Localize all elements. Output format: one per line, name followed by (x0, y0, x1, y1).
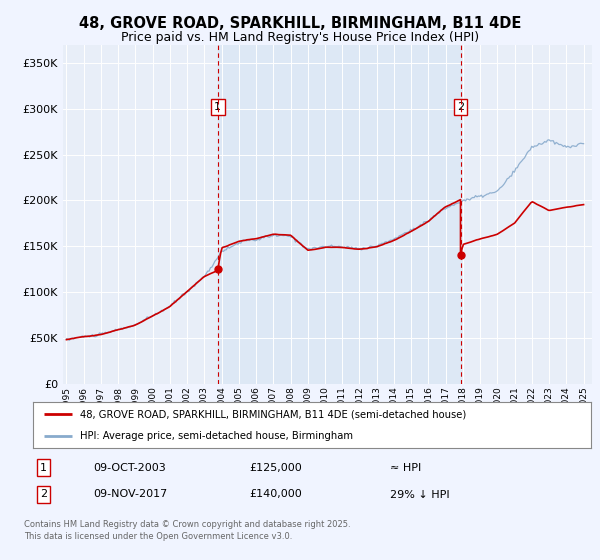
Text: HPI: Average price, semi-detached house, Birmingham: HPI: Average price, semi-detached house,… (80, 431, 353, 441)
Text: 2: 2 (40, 489, 47, 500)
Text: Price paid vs. HM Land Registry's House Price Index (HPI): Price paid vs. HM Land Registry's House … (121, 31, 479, 44)
Text: 1: 1 (214, 102, 221, 112)
Text: ≈ HPI: ≈ HPI (390, 463, 421, 473)
Text: 48, GROVE ROAD, SPARKHILL, BIRMINGHAM, B11 4DE: 48, GROVE ROAD, SPARKHILL, BIRMINGHAM, B… (79, 16, 521, 31)
Text: 09-NOV-2017: 09-NOV-2017 (93, 489, 167, 500)
Text: Contains HM Land Registry data © Crown copyright and database right 2025.
This d: Contains HM Land Registry data © Crown c… (24, 520, 350, 542)
Text: 09-OCT-2003: 09-OCT-2003 (93, 463, 166, 473)
Text: 48, GROVE ROAD, SPARKHILL, BIRMINGHAM, B11 4DE (semi-detached house): 48, GROVE ROAD, SPARKHILL, BIRMINGHAM, B… (80, 409, 467, 419)
Bar (218, 45, 461, 384)
Text: £140,000: £140,000 (249, 489, 302, 500)
Text: 1: 1 (40, 463, 47, 473)
Text: £125,000: £125,000 (249, 463, 302, 473)
Text: 29% ↓ HPI: 29% ↓ HPI (390, 489, 449, 500)
Text: 2: 2 (457, 102, 464, 112)
